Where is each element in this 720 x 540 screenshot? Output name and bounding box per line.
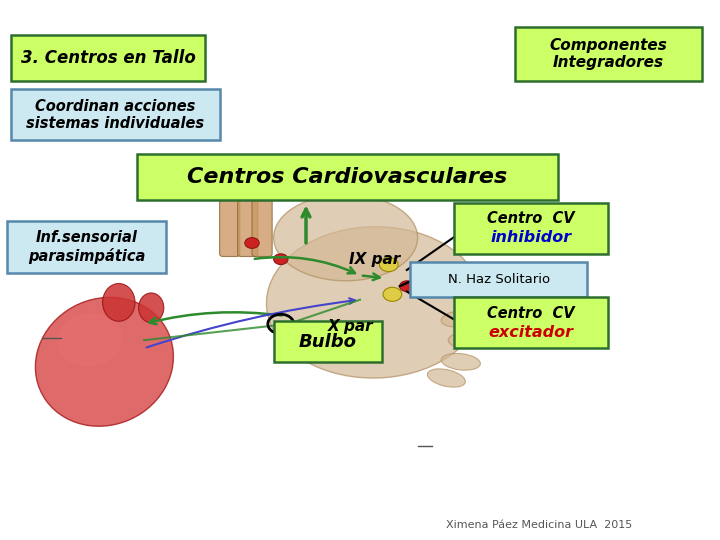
FancyBboxPatch shape — [137, 154, 558, 200]
Circle shape — [274, 254, 288, 265]
FancyBboxPatch shape — [515, 27, 702, 81]
FancyBboxPatch shape — [220, 176, 240, 256]
Text: X par: X par — [328, 319, 373, 334]
Ellipse shape — [138, 293, 163, 322]
Circle shape — [383, 287, 402, 301]
FancyBboxPatch shape — [410, 262, 587, 297]
Text: Centro  CV: Centro CV — [487, 306, 575, 321]
FancyBboxPatch shape — [7, 221, 166, 273]
Circle shape — [253, 169, 271, 182]
Text: 3. Centros en Tallo: 3. Centros en Tallo — [21, 49, 195, 67]
Circle shape — [239, 169, 256, 182]
Text: Inf.sensorial
parasimpática: Inf.sensorial parasimpática — [27, 230, 145, 264]
Text: IX par: IX par — [349, 252, 400, 267]
Text: N. Haz Solitario: N. Haz Solitario — [448, 273, 549, 286]
Ellipse shape — [274, 194, 418, 281]
Ellipse shape — [441, 353, 480, 370]
Text: inhibidor: inhibidor — [490, 231, 572, 245]
Circle shape — [221, 169, 238, 182]
FancyBboxPatch shape — [454, 202, 608, 254]
Circle shape — [400, 281, 414, 292]
FancyBboxPatch shape — [454, 297, 608, 348]
Text: Ximena Páez Medicina ULA  2015: Ximena Páez Medicina ULA 2015 — [446, 520, 633, 530]
FancyBboxPatch shape — [274, 321, 382, 362]
Ellipse shape — [58, 313, 122, 367]
Ellipse shape — [102, 284, 135, 321]
Text: Coordinan acciones
sistemas individuales: Coordinan acciones sistemas individuales — [26, 98, 204, 131]
Circle shape — [379, 258, 398, 272]
Ellipse shape — [448, 332, 488, 348]
Text: excitador: excitador — [488, 325, 574, 340]
FancyBboxPatch shape — [11, 35, 205, 81]
FancyBboxPatch shape — [252, 176, 272, 256]
Text: Componentes
Integradores: Componentes Integradores — [549, 38, 667, 70]
Ellipse shape — [266, 227, 482, 378]
Ellipse shape — [35, 298, 174, 426]
Text: Centros Cardiovasculares: Centros Cardiovasculares — [187, 167, 508, 187]
Text: Bulbo: Bulbo — [299, 333, 356, 350]
Ellipse shape — [441, 310, 480, 327]
Ellipse shape — [428, 369, 465, 387]
Circle shape — [245, 238, 259, 248]
FancyBboxPatch shape — [238, 176, 258, 256]
FancyBboxPatch shape — [11, 89, 220, 140]
Text: Centro  CV: Centro CV — [487, 212, 575, 226]
